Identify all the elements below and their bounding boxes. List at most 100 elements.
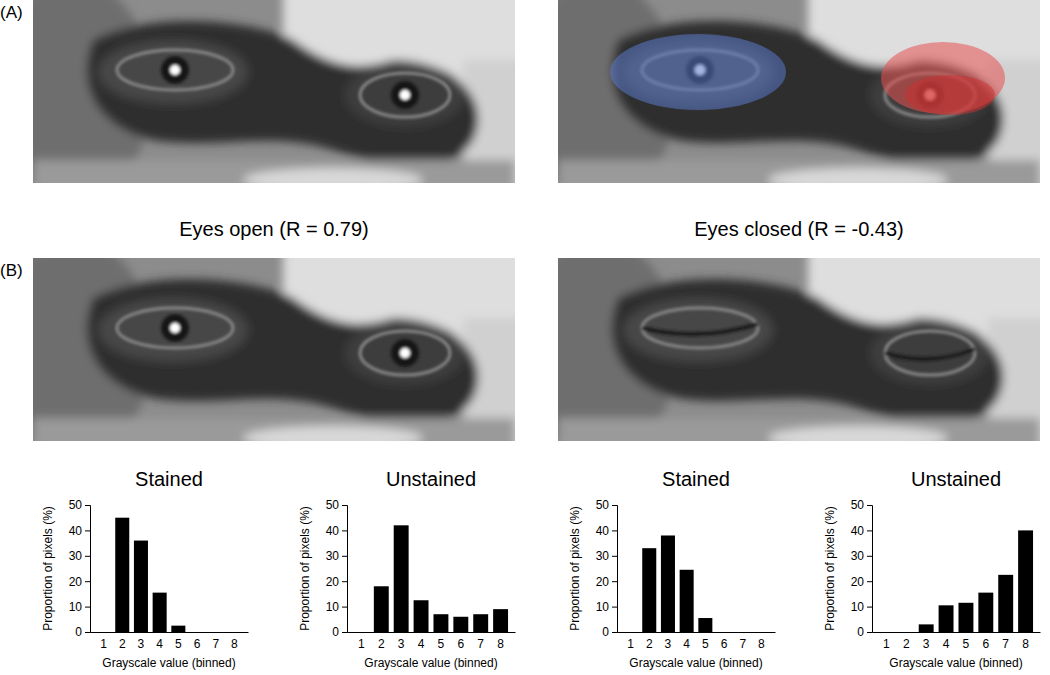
y-tick-label: 20 [326, 575, 340, 589]
bar [919, 624, 934, 632]
y-axis-line [612, 506, 618, 633]
y-tick-mark [612, 607, 617, 608]
x-tick: 5 [438, 632, 445, 651]
photo [33, 258, 515, 441]
bar [879, 632, 894, 633]
x-tick: 4 [156, 632, 163, 651]
x-tick-label: 7 [739, 637, 746, 651]
y-tick-mark [612, 505, 617, 506]
x-tick: 6 [457, 632, 464, 651]
x-tick-label: 1 [358, 637, 365, 651]
x-tick-label: 5 [438, 637, 445, 651]
x-tick-label: 2 [646, 637, 653, 651]
x-tick-label: 7 [212, 637, 219, 651]
figure: (A)(B)Eyes open (R = 0.79)Eyes closed (R… [0, 0, 1050, 675]
bar [624, 632, 638, 633]
x-tick-label: 8 [1022, 637, 1029, 651]
y-tick-mark [867, 556, 872, 557]
y-tick-label: 50 [596, 498, 610, 512]
y-tick-mark [85, 556, 90, 557]
bar [754, 632, 768, 633]
y-tick: 20 [596, 575, 617, 589]
bar [698, 618, 712, 632]
x-tick: 1 [883, 632, 890, 651]
y-axis-title: Proportion of pixels (%) [41, 506, 55, 631]
bar [958, 603, 973, 632]
y-tick: 40 [851, 524, 872, 538]
y-tick-mark [342, 505, 347, 506]
bars [919, 530, 1033, 632]
y-tick-label: 0 [602, 625, 609, 639]
closed-lid [642, 324, 758, 334]
lower-fur-spot [243, 426, 423, 441]
right-eye-area [345, 63, 465, 127]
x-tick-label: 6 [982, 637, 989, 651]
bar [153, 593, 167, 632]
x-tick: 6 [721, 632, 728, 651]
eye-highlight [400, 90, 410, 100]
eye-highlight [170, 65, 180, 75]
photo [558, 0, 1040, 183]
x-tick-label: 3 [398, 637, 405, 651]
y-tick: 40 [326, 524, 347, 538]
bars [642, 535, 712, 632]
x-tick-label: 4 [156, 637, 163, 651]
roi-left [610, 34, 786, 110]
bar [414, 600, 429, 632]
x-tick: 1 [358, 632, 365, 651]
chart-title: Stained [135, 468, 203, 490]
x-axis-line [348, 632, 516, 633]
x-tick-label: 8 [231, 637, 238, 651]
bar [717, 632, 731, 633]
x-tick-label: 4 [943, 637, 950, 651]
y-tick: 10 [596, 600, 617, 614]
x-tick-label: 6 [457, 637, 464, 651]
x-tick-label: 6 [194, 637, 201, 651]
y-tick: 20 [851, 575, 872, 589]
x-tick-label: 1 [627, 637, 634, 651]
y-axis-line [342, 506, 348, 633]
x-tick-label: 6 [721, 637, 728, 651]
x-tick: 7 [477, 632, 484, 651]
y-tick-label: 40 [851, 524, 865, 538]
y-tick: 30 [596, 549, 617, 563]
y-axis-line [85, 506, 91, 633]
y-tick-mark [85, 530, 90, 531]
x-axis-title: Grayscale value (binned) [889, 656, 1022, 670]
y-tick-label: 50 [326, 498, 340, 512]
y-tick-mark [867, 530, 872, 531]
x-tick-label: 8 [758, 637, 765, 651]
x-tick: 7 [739, 632, 746, 651]
y-tick-label: 10 [851, 600, 865, 614]
x-tick-label: 7 [477, 637, 484, 651]
x-tick: 8 [758, 632, 765, 651]
y-axis: 01020304050 [851, 498, 873, 639]
y-axis: 01020304050 [326, 498, 348, 639]
x-tick: 3 [923, 632, 930, 651]
eye-rim [117, 50, 233, 90]
bar [97, 632, 111, 633]
y-tick: 20 [69, 575, 90, 589]
y-tick: 30 [326, 549, 347, 563]
y-tick: 50 [326, 498, 347, 512]
lower-fur-spot [243, 168, 423, 183]
y-tick: 20 [326, 575, 347, 589]
y-tick: 30 [69, 549, 90, 563]
y-axis-title: Proportion of pixels (%) [568, 506, 582, 631]
photo-shading [33, 258, 515, 441]
right-eye-area [870, 321, 990, 385]
y-tick-label: 0 [857, 625, 864, 639]
y-tick-mark [612, 581, 617, 582]
x-tick: 7 [212, 632, 219, 651]
histogram: 0102030405012345678StainedGrayscale valu… [41, 468, 249, 670]
y-tick-mark [85, 505, 90, 506]
y-tick: 10 [326, 600, 347, 614]
y-tick: 50 [596, 498, 617, 512]
x-tick-label: 1 [100, 637, 107, 651]
bar [209, 632, 223, 633]
y-axis-title: Proportion of pixels (%) [298, 506, 312, 631]
histogram: 0102030405012345678UnstainedGrayscale va… [823, 468, 1041, 670]
y-tick-label: 50 [851, 498, 865, 512]
photo-shading [33, 0, 515, 183]
lower-fur [33, 418, 515, 441]
